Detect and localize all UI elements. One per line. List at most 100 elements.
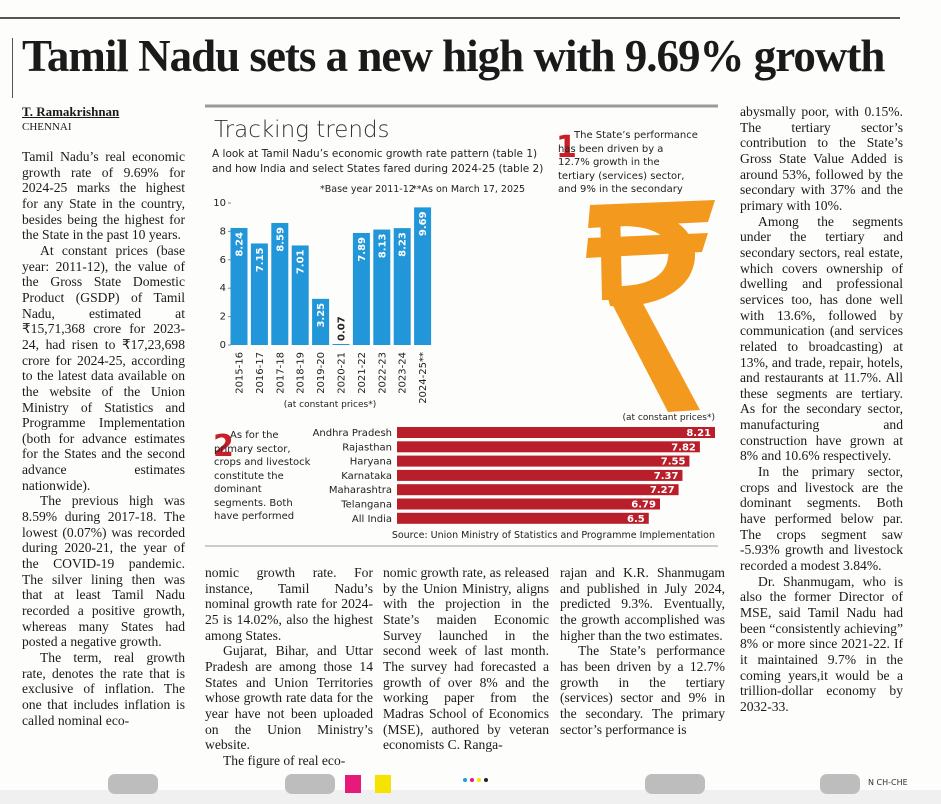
axis-label: (at constant prices*) xyxy=(622,413,715,423)
data-label: 7.82 xyxy=(671,442,696,453)
author: T. Ramakrishnan xyxy=(22,104,120,119)
bar xyxy=(373,229,391,345)
category-label: Rajasthan xyxy=(342,442,392,453)
x-tick-label: 2020-21 xyxy=(337,352,348,394)
column: rajan and K.R. Shanmugam and published i… xyxy=(560,565,725,737)
paragraph: In the primary sector, crops and livesto… xyxy=(740,464,903,574)
category-label: Haryana xyxy=(350,457,392,468)
note: **As on March 17, 2025 xyxy=(412,184,525,195)
data-label: 7.27 xyxy=(650,485,675,496)
info-title: Tracking trends xyxy=(214,117,390,143)
source: Source: Union Ministry of Statistics and… xyxy=(392,530,715,541)
column: nomic growth rate, as released by the Un… xyxy=(383,565,549,753)
rupee-graphic xyxy=(586,200,715,412)
y-tick-label: 10 xyxy=(213,198,226,209)
bar xyxy=(414,207,432,345)
bar xyxy=(397,469,683,481)
bar xyxy=(393,228,411,345)
y-tick-label: 8 xyxy=(220,226,226,237)
callout-number: 1 xyxy=(556,130,577,165)
side-rule xyxy=(12,38,13,98)
x-tick-label: 2018-19 xyxy=(296,352,307,394)
callout-box: As for the primary sector, crops and liv… xyxy=(214,430,311,525)
x-tick-label: 2022-23 xyxy=(377,352,388,394)
data-label: 0.07 xyxy=(337,316,348,341)
paragraph: At constant prices (base year: 2011-12),… xyxy=(22,242,185,493)
bar xyxy=(230,227,248,345)
location: CHENNAI xyxy=(22,121,72,133)
bar xyxy=(352,232,370,345)
data-label: 8.13 xyxy=(377,234,388,259)
y-tick-label: 2 xyxy=(220,312,226,323)
paragraph: The figure of real eco- xyxy=(223,752,346,768)
paragraph: The previous high was 8.59% during 2017-… xyxy=(22,493,185,650)
bar xyxy=(397,512,649,524)
paragraph: Tamil Nadu’s real economic growth rate o… xyxy=(22,149,185,243)
bar xyxy=(332,344,350,345)
paragraph: Among the segments under the tertiary an… xyxy=(740,213,903,464)
callout-text: The State’s performance has been driven … xyxy=(558,130,698,195)
y-tick-label: 0 xyxy=(220,340,226,351)
callout-number: 2 xyxy=(213,429,234,464)
footer-code: N CH-CHE xyxy=(868,778,908,787)
bar xyxy=(397,498,660,510)
column: abysmally poor, with 0.15%. The tertiary… xyxy=(740,104,903,715)
info-subtitle-box: A look at Tamil Nadu’s economic growth r… xyxy=(212,148,544,175)
bar xyxy=(312,298,330,345)
bar xyxy=(397,484,679,496)
bar xyxy=(271,223,289,345)
y-tick-label: 4 xyxy=(220,283,226,294)
data-label: 7.15 xyxy=(255,247,266,272)
x-tick-label: 2016-17 xyxy=(255,352,266,394)
paragraph: abysmally poor, with 0.15%. The tertiary… xyxy=(740,104,903,213)
data-label: 8.24 xyxy=(235,232,246,257)
data-label: 7.01 xyxy=(296,249,307,274)
x-tick-label: 2023-24 xyxy=(398,352,409,394)
bar xyxy=(250,243,268,345)
axis-label: (at constant prices*) xyxy=(284,400,377,410)
paragraph: The term, real growth rate, denotes the … xyxy=(22,650,185,728)
category-label: All India xyxy=(352,514,392,525)
data-label: 6.79 xyxy=(631,500,656,511)
paragraph: Gujarat, Bihar, and Uttar Pradesh are am… xyxy=(205,643,373,753)
category-label: Maharashtra xyxy=(329,485,392,496)
data-label: 8.59 xyxy=(275,227,286,252)
y-tick-label: 6 xyxy=(220,255,226,266)
footer-bar xyxy=(0,774,941,804)
x-tick-label: 2024-25** xyxy=(418,352,429,404)
bar xyxy=(291,245,309,345)
info-subtitle: A look at Tamil Nadu’s economic growth r… xyxy=(212,148,544,175)
x-tick-label: 2017-18 xyxy=(275,352,286,394)
data-label: 6.5 xyxy=(627,514,645,525)
top-rule xyxy=(0,17,900,19)
data-label: 9.69 xyxy=(418,211,429,236)
headline: Tamil Nadu sets a new high with 9.69% gr… xyxy=(22,31,885,81)
paragraph: The State’s performance has been driven … xyxy=(560,643,725,737)
paragraph: Dr. Shanmugam, who is also the former Di… xyxy=(740,573,903,714)
data-label: 7.37 xyxy=(654,471,679,482)
paragraph: rajan and K.R. Shanmugam and published i… xyxy=(560,565,725,643)
bar xyxy=(397,427,715,438)
x-tick-label: 2019-20 xyxy=(316,352,327,394)
data-label: 7.55 xyxy=(661,457,686,468)
data-label: 3.25 xyxy=(316,303,327,328)
data-label: 8.21 xyxy=(686,428,711,439)
category-label: Telangana xyxy=(340,500,392,511)
column: Tamil Nadu’s real economic growth rate o… xyxy=(22,149,185,728)
x-tick-label: 2015-16 xyxy=(235,352,246,394)
data-label: 7.89 xyxy=(357,237,368,262)
data-label: 8.23 xyxy=(398,232,409,257)
bar xyxy=(397,455,690,467)
bar xyxy=(397,441,700,453)
x-tick-label: 2021-22 xyxy=(357,352,368,394)
paragraph: nomic growth rate, as released by the Un… xyxy=(383,565,549,753)
paragraph: nomic growth rate. For instance, Tamil N… xyxy=(205,565,373,643)
column: nomic growth rate. For instance, Tamil N… xyxy=(205,565,373,769)
category-label: Andhra Pradesh xyxy=(313,428,392,439)
category-label: Karnataka xyxy=(341,471,392,482)
note: *Base year 2011-12 xyxy=(320,184,415,195)
callout-text: As for the primary sector, crops and liv… xyxy=(214,430,311,525)
callout-box: The State’s performance has been driven … xyxy=(558,130,698,195)
